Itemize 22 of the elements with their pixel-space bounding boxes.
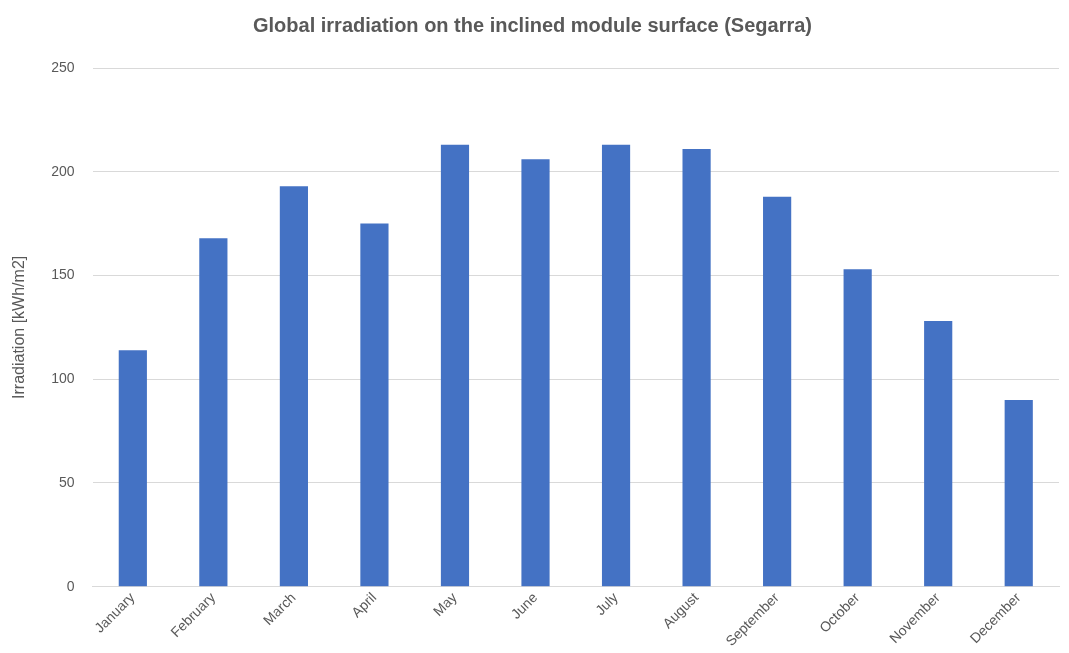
y-tick-label: 200 xyxy=(51,162,75,179)
x-tick-label: May xyxy=(429,589,460,620)
bar xyxy=(360,223,389,587)
bar xyxy=(682,148,711,587)
chart-title: Global irradiation on the inclined module surface (Segarra) xyxy=(253,13,812,36)
bar xyxy=(440,144,470,587)
bar xyxy=(521,159,550,587)
bar xyxy=(1004,399,1033,587)
y-tick-label: 0 xyxy=(66,577,75,594)
y-axis-title: Irradiation [kWh/m2] xyxy=(10,255,28,399)
bar xyxy=(763,196,792,587)
y-tick-label: 250 xyxy=(51,58,75,75)
bar xyxy=(601,144,631,587)
y-tick-label: 100 xyxy=(51,370,75,387)
bar xyxy=(199,238,228,587)
bar xyxy=(118,350,147,587)
bar xyxy=(843,269,872,587)
bar xyxy=(924,321,953,587)
y-tick-label: 150 xyxy=(51,266,75,283)
bar xyxy=(279,186,308,587)
x-tick-label: July xyxy=(591,589,621,619)
y-tick-label: 50 xyxy=(58,473,75,490)
